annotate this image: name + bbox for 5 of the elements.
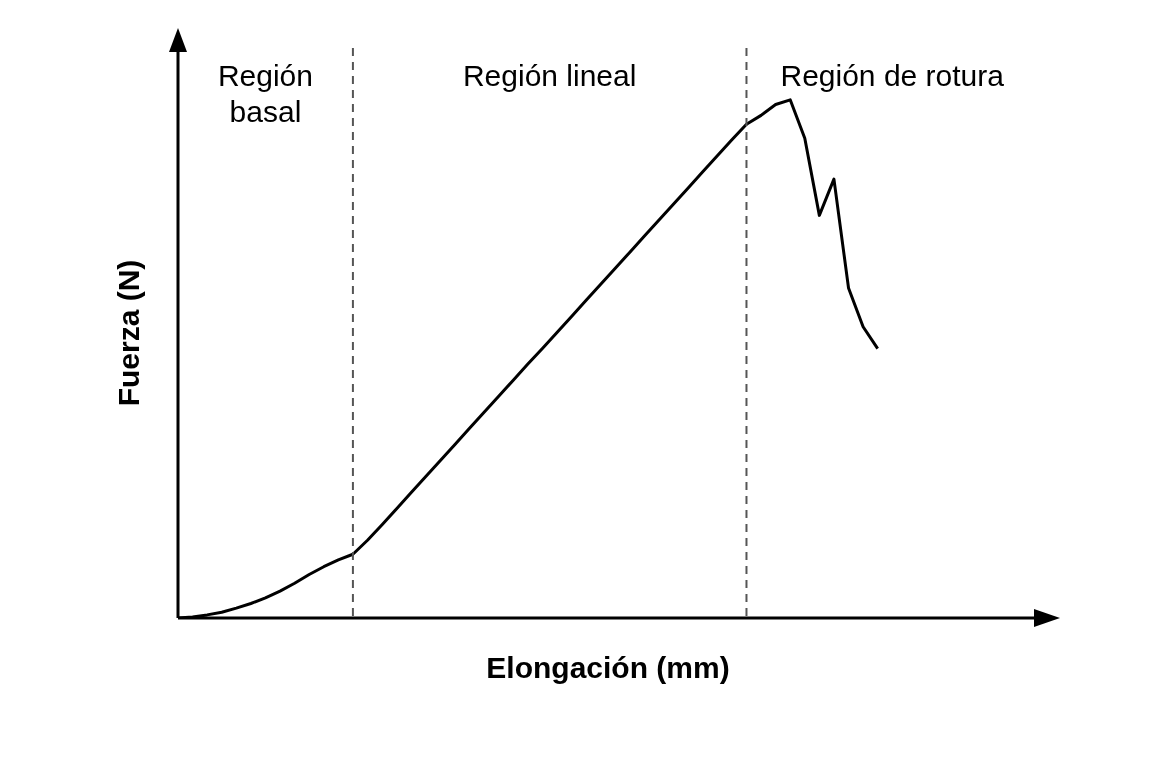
y-axis-title: Fuerza (N) xyxy=(111,259,145,407)
x-axis-title: Elongación (mm) xyxy=(486,651,730,684)
text: Región lineal xyxy=(461,58,638,94)
text: Región de rotura xyxy=(779,58,1005,94)
annotation: Región basal xyxy=(216,58,314,130)
